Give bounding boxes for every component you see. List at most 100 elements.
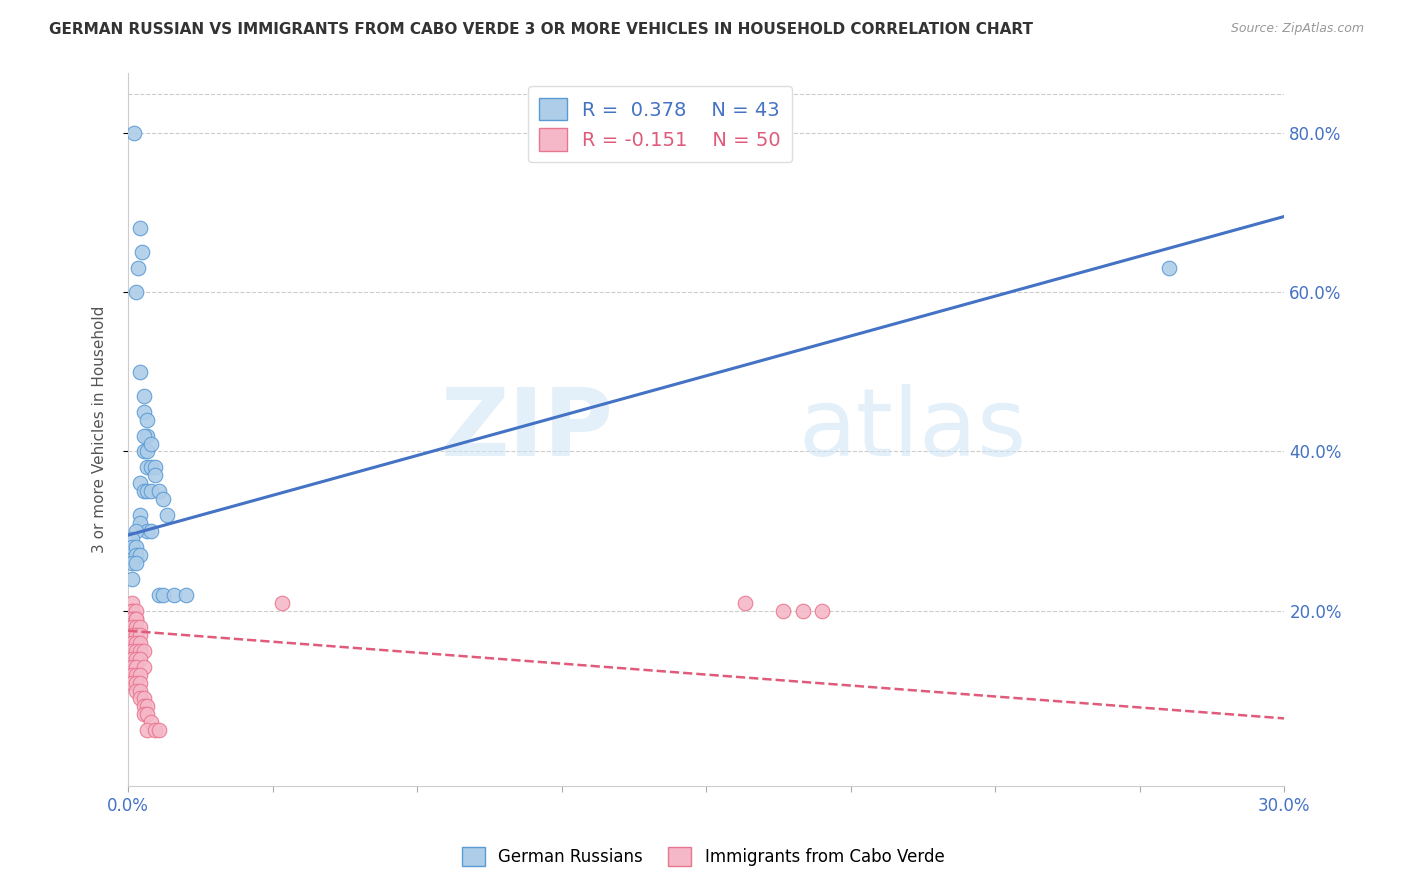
- Point: [271, 596, 294, 610]
- Point: [125, 285, 148, 299]
- Point: [132, 484, 155, 499]
- Point: [163, 588, 186, 602]
- Point: [136, 484, 159, 499]
- Point: [132, 643, 155, 657]
- Point: [121, 556, 143, 570]
- Legend: German Russians, Immigrants from Cabo Verde: German Russians, Immigrants from Cabo Ve…: [456, 840, 950, 873]
- Point: [132, 691, 155, 706]
- Point: [136, 428, 159, 442]
- Point: [128, 508, 150, 523]
- Point: [734, 596, 756, 610]
- Point: [128, 221, 150, 235]
- Point: [131, 245, 153, 260]
- Point: [125, 540, 148, 554]
- Point: [136, 723, 159, 738]
- Point: [136, 699, 159, 714]
- Point: [125, 643, 148, 657]
- Point: [141, 484, 163, 499]
- Point: [152, 492, 174, 507]
- Point: [125, 636, 148, 650]
- Point: [121, 540, 143, 554]
- Point: [143, 460, 166, 475]
- Point: [121, 620, 143, 634]
- Text: atlas: atlas: [799, 384, 1026, 475]
- Point: [125, 667, 148, 681]
- Point: [125, 628, 148, 642]
- Point: [122, 126, 145, 140]
- Point: [121, 675, 143, 690]
- Point: [148, 723, 170, 738]
- Point: [156, 508, 179, 523]
- Point: [132, 699, 155, 714]
- Point: [125, 683, 148, 698]
- Point: [121, 643, 143, 657]
- Point: [128, 548, 150, 562]
- Point: [152, 588, 174, 602]
- Point: [125, 548, 148, 562]
- Point: [125, 524, 148, 538]
- Point: [141, 460, 163, 475]
- Point: [143, 723, 166, 738]
- Point: [125, 675, 148, 690]
- Point: [128, 516, 150, 531]
- Point: [121, 659, 143, 673]
- Point: [125, 604, 148, 618]
- Point: [121, 572, 143, 586]
- Point: [128, 691, 150, 706]
- Point: [141, 524, 163, 538]
- Point: [136, 460, 159, 475]
- Y-axis label: 3 or more Vehicles in Household: 3 or more Vehicles in Household: [93, 306, 107, 553]
- Point: [121, 628, 143, 642]
- Point: [121, 612, 143, 626]
- Point: [132, 659, 155, 673]
- Point: [132, 404, 155, 418]
- Point: [121, 604, 143, 618]
- Point: [128, 365, 150, 379]
- Point: [132, 444, 155, 458]
- Point: [128, 620, 150, 634]
- Point: [121, 651, 143, 665]
- Point: [141, 715, 163, 730]
- Point: [128, 651, 150, 665]
- Point: [121, 532, 143, 546]
- Point: [136, 524, 159, 538]
- Point: [174, 588, 197, 602]
- Point: [127, 261, 149, 276]
- Point: [125, 612, 148, 626]
- Point: [128, 667, 150, 681]
- Point: [128, 476, 150, 491]
- Point: [128, 683, 150, 698]
- Point: [125, 659, 148, 673]
- Point: [121, 667, 143, 681]
- Point: [128, 636, 150, 650]
- Point: [772, 604, 794, 618]
- Point: [143, 468, 166, 483]
- Point: [148, 484, 170, 499]
- Point: [121, 612, 143, 626]
- Point: [121, 604, 143, 618]
- Point: [132, 389, 155, 403]
- Point: [141, 436, 163, 450]
- Point: [121, 596, 143, 610]
- Point: [811, 604, 834, 618]
- Legend: R =  0.378    N = 43, R = -0.151    N = 50: R = 0.378 N = 43, R = -0.151 N = 50: [527, 87, 793, 162]
- Text: Source: ZipAtlas.com: Source: ZipAtlas.com: [1230, 22, 1364, 36]
- Point: [125, 651, 148, 665]
- Point: [132, 707, 155, 722]
- Point: [128, 643, 150, 657]
- Point: [148, 588, 170, 602]
- Text: ZIP: ZIP: [441, 384, 614, 475]
- Point: [128, 628, 150, 642]
- Point: [132, 428, 155, 442]
- Point: [128, 675, 150, 690]
- Point: [1157, 261, 1180, 276]
- Point: [792, 604, 814, 618]
- Point: [136, 707, 159, 722]
- Point: [121, 636, 143, 650]
- Point: [136, 444, 159, 458]
- Point: [136, 412, 159, 426]
- Text: GERMAN RUSSIAN VS IMMIGRANTS FROM CABO VERDE 3 OR MORE VEHICLES IN HOUSEHOLD COR: GERMAN RUSSIAN VS IMMIGRANTS FROM CABO V…: [49, 22, 1033, 37]
- Point: [125, 556, 148, 570]
- Point: [125, 620, 148, 634]
- Point: [125, 612, 148, 626]
